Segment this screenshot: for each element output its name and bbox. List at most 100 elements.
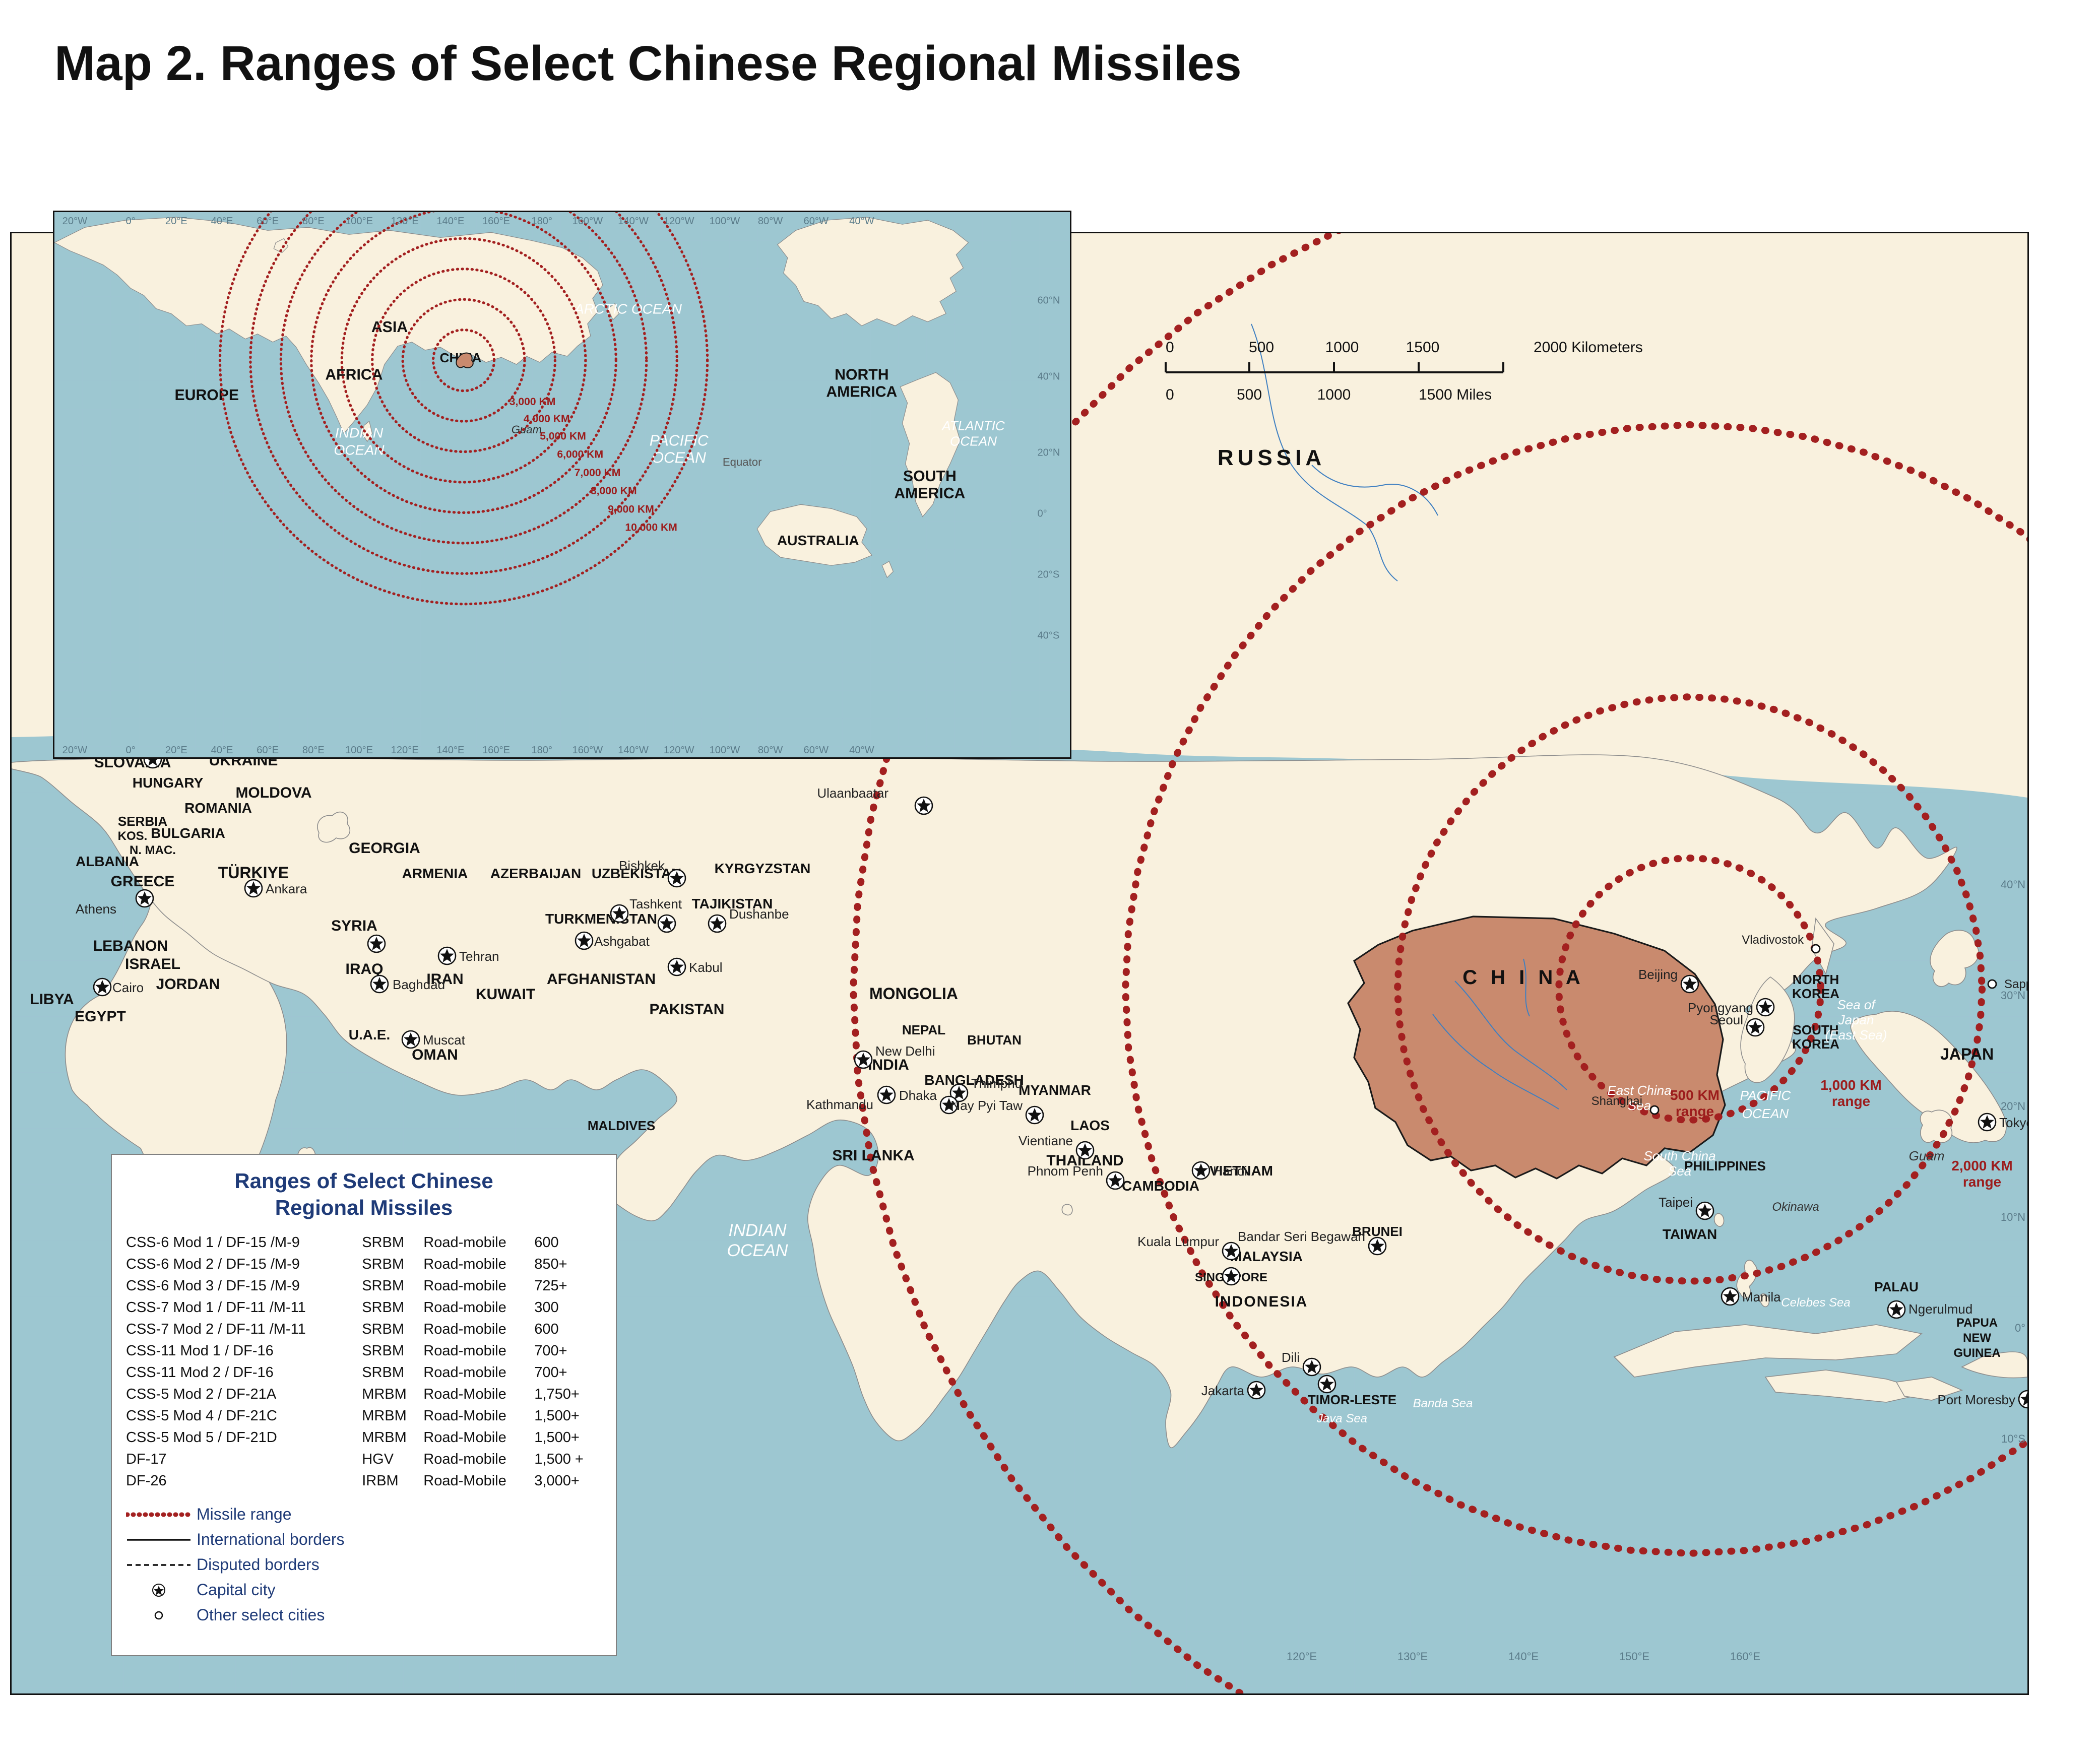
svg-text:GREECE: GREECE bbox=[111, 873, 175, 890]
svg-text:Celebes Sea: Celebes Sea bbox=[1781, 1296, 1850, 1310]
svg-text:40°E: 40°E bbox=[211, 216, 233, 227]
svg-text:100°E: 100°E bbox=[345, 216, 373, 227]
svg-text:160°E: 160°E bbox=[482, 216, 510, 227]
svg-text:TAIWAN: TAIWAN bbox=[1663, 1226, 1717, 1242]
svg-text:5,000 KM: 5,000 KM bbox=[540, 430, 586, 442]
svg-text:8,000 KM: 8,000 KM bbox=[591, 485, 637, 497]
svg-text:TÜRKIYE: TÜRKIYE bbox=[218, 864, 289, 882]
svg-text:Java Sea: Java Sea bbox=[1316, 1412, 1367, 1425]
svg-text:Seoul: Seoul bbox=[1710, 1012, 1744, 1027]
svg-text:EUROPE: EUROPE bbox=[174, 387, 239, 404]
svg-text:range: range bbox=[1676, 1103, 1714, 1119]
svg-text:500: 500 bbox=[1249, 339, 1274, 356]
svg-text:Dushanbe: Dushanbe bbox=[729, 906, 789, 922]
svg-text:Bishkek: Bishkek bbox=[619, 858, 665, 873]
svg-text:AUSTRALIA: AUSTRALIA bbox=[777, 532, 859, 548]
svg-text:500: 500 bbox=[1237, 386, 1262, 403]
svg-text:NEPAL: NEPAL bbox=[902, 1022, 945, 1037]
svg-text:40°W: 40°W bbox=[849, 216, 874, 227]
svg-text:AFGHANISTAN: AFGHANISTAN bbox=[547, 971, 656, 988]
svg-text:0: 0 bbox=[1166, 339, 1174, 356]
svg-text:120°W: 120°W bbox=[664, 745, 694, 756]
svg-text:Equator: Equator bbox=[723, 456, 762, 469]
svg-text:OCEAN: OCEAN bbox=[652, 450, 706, 467]
svg-text:40°E: 40°E bbox=[211, 745, 233, 756]
svg-text:100°E: 100°E bbox=[345, 745, 373, 756]
svg-text:150°E: 150°E bbox=[1619, 1650, 1649, 1663]
svg-text:1000: 1000 bbox=[1325, 339, 1359, 356]
svg-text:MALDIVES: MALDIVES bbox=[588, 1118, 655, 1133]
svg-text:160°E: 160°E bbox=[1730, 1650, 1760, 1663]
svg-text:NEW: NEW bbox=[1963, 1331, 1991, 1345]
svg-text:TURKMENISTAN: TURKMENISTAN bbox=[545, 911, 657, 927]
svg-text:0°: 0° bbox=[126, 745, 136, 756]
svg-text:60°N: 60°N bbox=[1037, 295, 1060, 306]
svg-text:ARMENIA: ARMENIA bbox=[402, 866, 468, 881]
svg-text:OCEAN: OCEAN bbox=[950, 433, 997, 448]
svg-text:Thimphu: Thimphu bbox=[971, 1076, 1022, 1091]
svg-text:ALBANIA: ALBANIA bbox=[76, 854, 139, 869]
svg-text:ASIA: ASIA bbox=[371, 319, 408, 336]
svg-text:140°W: 140°W bbox=[618, 745, 649, 756]
svg-text:1500: 1500 bbox=[1406, 339, 1440, 356]
svg-text:0°: 0° bbox=[126, 216, 136, 227]
svg-text:Ngerulmud: Ngerulmud bbox=[1908, 1301, 1972, 1317]
svg-text:Tashkent: Tashkent bbox=[629, 896, 682, 911]
svg-text:120°E: 120°E bbox=[1287, 1650, 1317, 1663]
svg-text:PALAU: PALAU bbox=[1874, 1279, 1919, 1294]
svg-text:MALAYSIA: MALAYSIA bbox=[1230, 1249, 1303, 1264]
svg-text:RUSSIA: RUSSIA bbox=[1218, 445, 1325, 470]
svg-text:NORTH: NORTH bbox=[835, 366, 888, 383]
svg-text:Port Moresby: Port Moresby bbox=[1937, 1392, 2015, 1407]
svg-text:SRI LANKA: SRI LANKA bbox=[832, 1147, 914, 1164]
svg-text:160°W: 160°W bbox=[572, 745, 603, 756]
svg-text:120°W: 120°W bbox=[664, 216, 694, 227]
svg-text:Vientiane: Vientiane bbox=[1019, 1133, 1073, 1148]
svg-text:South China: South China bbox=[1643, 1148, 1715, 1163]
svg-text:20°N: 20°N bbox=[2001, 1100, 2025, 1113]
svg-text:20°E: 20°E bbox=[165, 216, 187, 227]
svg-text:Phnom Penh: Phnom Penh bbox=[1028, 1163, 1103, 1179]
svg-text:Beijing: Beijing bbox=[1638, 967, 1678, 982]
svg-text:Jakarta: Jakarta bbox=[1201, 1383, 1245, 1398]
svg-text:INDIAN: INDIAN bbox=[728, 1221, 787, 1240]
svg-text:1500 Miles: 1500 Miles bbox=[1419, 386, 1492, 403]
svg-text:Sapporo: Sapporo bbox=[2004, 977, 2027, 991]
svg-text:120°E: 120°E bbox=[391, 216, 419, 227]
svg-text:140°E: 140°E bbox=[1508, 1650, 1539, 1663]
svg-text:New Delhi: New Delhi bbox=[875, 1043, 935, 1059]
svg-text:Guam: Guam bbox=[512, 423, 542, 436]
svg-text:160°W: 160°W bbox=[572, 216, 603, 227]
svg-text:Ankara: Ankara bbox=[266, 881, 307, 896]
svg-text:range: range bbox=[1832, 1093, 1870, 1109]
svg-text:10°S: 10°S bbox=[2001, 1432, 2025, 1445]
svg-text:OCEAN: OCEAN bbox=[334, 442, 385, 458]
svg-text:10°N: 10°N bbox=[2001, 1211, 2025, 1223]
svg-text:Taipei: Taipei bbox=[1659, 1195, 1693, 1210]
svg-text:HUNGARY: HUNGARY bbox=[133, 775, 204, 791]
svg-text:Ashgabat: Ashgabat bbox=[594, 934, 650, 949]
svg-text:INDONESIA: INDONESIA bbox=[1215, 1293, 1308, 1310]
svg-text:100°W: 100°W bbox=[710, 216, 740, 227]
svg-text:LEBANON: LEBANON bbox=[93, 938, 168, 954]
svg-text:20°W: 20°W bbox=[62, 745, 87, 756]
svg-text:Kathmandu: Kathmandu bbox=[806, 1097, 873, 1112]
svg-text:40°W: 40°W bbox=[849, 745, 874, 756]
svg-text:Baghdad: Baghdad bbox=[393, 977, 445, 992]
svg-text:180°: 180° bbox=[531, 216, 552, 227]
svg-text:Japan: Japan bbox=[1838, 1012, 1874, 1027]
svg-text:Muscat: Muscat bbox=[423, 1032, 466, 1048]
svg-text:Shanghai: Shanghai bbox=[1592, 1094, 1642, 1108]
svg-text:20°E: 20°E bbox=[165, 745, 187, 756]
svg-text:140°E: 140°E bbox=[436, 745, 464, 756]
svg-text:GUINEA: GUINEA bbox=[1953, 1346, 2000, 1360]
svg-text:40°N: 40°N bbox=[1037, 371, 1060, 382]
svg-text:60°W: 60°W bbox=[804, 745, 829, 756]
svg-text:ISRAEL: ISRAEL bbox=[125, 956, 180, 972]
svg-text:0: 0 bbox=[1166, 386, 1174, 403]
svg-text:160°E: 160°E bbox=[482, 745, 510, 756]
svg-text:IRAQ: IRAQ bbox=[346, 961, 384, 977]
svg-text:Manila: Manila bbox=[1742, 1289, 1781, 1304]
svg-text:OCEAN: OCEAN bbox=[1742, 1106, 1789, 1121]
svg-text:60°W: 60°W bbox=[804, 216, 829, 227]
